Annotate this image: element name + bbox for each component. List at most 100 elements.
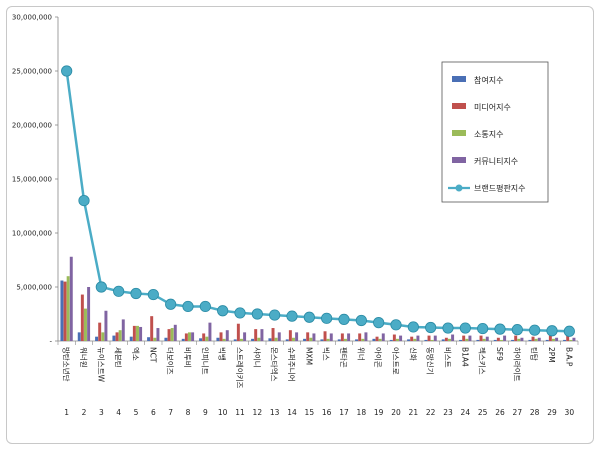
bar-참여지수: [268, 338, 272, 341]
bar-미디어지수: [115, 332, 119, 341]
bar-소통지수: [170, 328, 174, 341]
bar-미디어지수: [375, 336, 379, 341]
bar-참여지수: [181, 338, 185, 341]
legend-swatch: [452, 157, 466, 163]
bar-미디어지수: [202, 333, 206, 341]
bar-커뮤니티지수: [312, 333, 316, 341]
bar-소통지수: [66, 276, 70, 341]
bar-참여지수: [511, 339, 515, 341]
line-point: [199, 300, 211, 313]
bar-커뮤니티지수: [399, 335, 403, 341]
bar-소통지수: [569, 339, 573, 341]
bar-미디어지수: [80, 294, 84, 341]
bar-소통지수: [101, 332, 105, 341]
bar-소통지수: [257, 337, 261, 341]
bar-참여지수: [285, 339, 289, 341]
bar-참여지수: [355, 339, 359, 341]
x-rank-label: 12: [253, 408, 263, 417]
bar-미디어지수: [392, 334, 396, 341]
x-category-label: NCT: [148, 347, 157, 363]
bar-미디어지수: [288, 330, 292, 341]
bar-미디어지수: [254, 329, 258, 341]
bar-커뮤니티지수: [87, 287, 91, 341]
bar-미디어지수: [548, 335, 552, 341]
legend-swatch-marker: [455, 184, 463, 192]
bar-참여지수: [389, 339, 393, 341]
x-category-label: 스트레이키즈: [235, 347, 245, 388]
bar-커뮤니티지수: [260, 329, 264, 341]
bar-참여지수: [95, 336, 99, 341]
x-rank-label: 4: [116, 408, 121, 417]
x-rank-label: 6: [151, 408, 156, 417]
x-rank-label: 18: [357, 408, 367, 417]
bar-소통지수: [482, 338, 486, 341]
bar-커뮤니티지수: [104, 310, 108, 341]
x-rank-label: 19: [374, 408, 384, 417]
x-rank-label: 23: [443, 408, 453, 417]
bar-커뮤니티지수: [156, 328, 160, 341]
bar-커뮤니티지수: [572, 337, 576, 341]
line-point: [442, 322, 454, 334]
x-category-label: B.A.P: [564, 347, 573, 367]
x-category-label: 빅스: [322, 347, 331, 361]
bar-참여지수: [303, 338, 307, 341]
bar-미디어지수: [340, 333, 344, 341]
bar-커뮤니티지수: [468, 335, 472, 341]
line-point: [217, 305, 229, 317]
bar-미디어지수: [271, 328, 275, 341]
bar-커뮤니티지수: [173, 324, 177, 341]
line-point: [182, 300, 194, 313]
line-point: [459, 322, 471, 334]
bar-미디어지수: [410, 336, 414, 341]
axes: - 5,000,000 10,000,000 15,000,000 20,000,000…: [12, 14, 579, 346]
labels: 방탄소년단 1 워너원 2 뉴이스트W 3 세븐틴 4 엑소 5 NCT 6 더보이즈 7 비투비 8 인피니트…: [62, 347, 575, 417]
bar-소통지수: [396, 338, 399, 341]
x-category-label: 워너원: [79, 347, 89, 368]
line-point: [425, 321, 437, 334]
x-category-label: 펜타곤: [339, 347, 348, 368]
line-point: [78, 195, 90, 207]
x-category-label: B1A4: [460, 347, 469, 367]
bar-소통지수: [188, 332, 191, 341]
bar-참여지수: [493, 339, 497, 341]
x-rank-label: 2: [82, 408, 87, 417]
x-rank-label: 15: [305, 408, 315, 417]
x-category-label: 더보이즈: [166, 347, 176, 375]
bar-미디어지수: [167, 329, 171, 341]
line-point: [407, 321, 419, 333]
x-category-label: MXM: [304, 347, 313, 365]
bar-소통지수: [309, 337, 313, 341]
x-category-label: 빅뱅: [218, 347, 228, 361]
bar-참여지수: [407, 339, 411, 341]
x-rank-label: 11: [235, 408, 245, 417]
x-rank-label: 25: [478, 408, 488, 417]
line-point: [494, 323, 506, 335]
bar-미디어지수: [219, 332, 223, 341]
x-rank-label: 10: [218, 408, 228, 417]
bar-참여지수: [77, 332, 81, 341]
y-tick-label: -: [49, 338, 52, 346]
bar-소통지수: [153, 337, 157, 341]
bar-미디어지수: [462, 335, 466, 341]
x-rank-label: 26: [495, 408, 505, 417]
bar-미디어지수: [150, 316, 154, 341]
x-rank-label: 21: [409, 408, 419, 417]
bar-커뮤니티지수: [243, 332, 247, 341]
x-category-label: 위너: [356, 347, 366, 361]
line-point: [321, 312, 333, 324]
x-rank-label: 5: [134, 408, 139, 417]
bar-커뮤니티지수: [451, 334, 455, 341]
y-tick-label: 25,000,000: [12, 68, 52, 76]
bar-참여지수: [563, 339, 567, 341]
bar-미디어지수: [444, 337, 448, 341]
bar-참여지수: [199, 338, 203, 341]
y-tick-label: 20,000,000: [12, 122, 52, 130]
bar-커뮤니티지수: [329, 333, 333, 341]
x-rank-label: 28: [530, 408, 540, 417]
bar-소통지수: [84, 308, 87, 341]
bar-소통지수: [500, 339, 503, 341]
x-rank-label: 9: [203, 408, 208, 417]
line-point: [529, 324, 541, 336]
x-rank-label: 30: [565, 408, 575, 417]
